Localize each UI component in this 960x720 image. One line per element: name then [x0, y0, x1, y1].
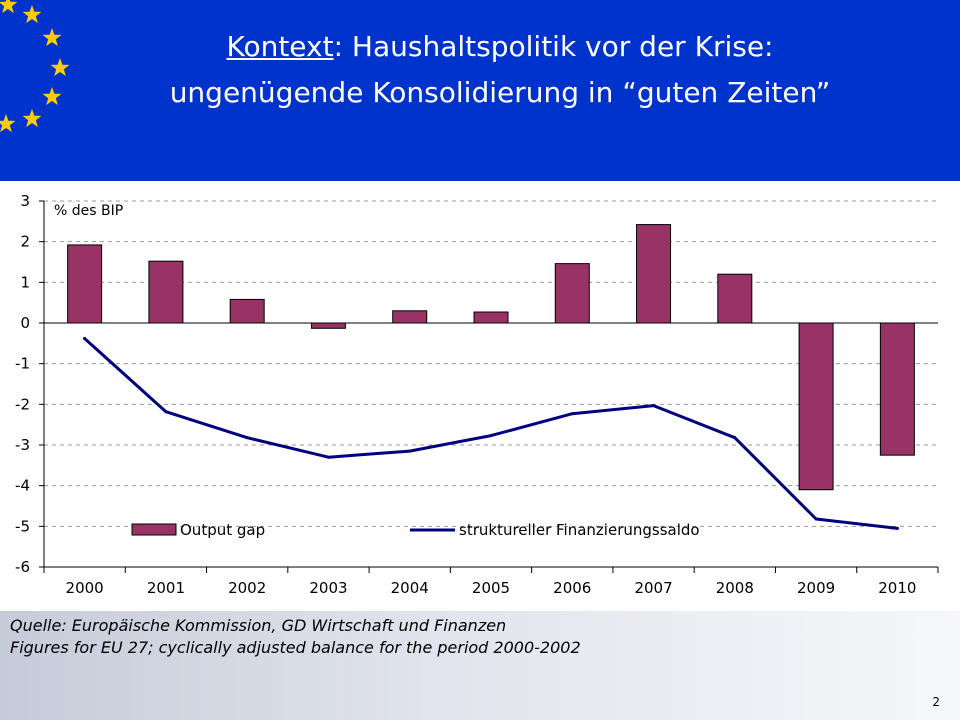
y-tick-label: 0	[20, 314, 30, 332]
bar-output-gap-2002	[229, 298, 265, 324]
legend-label-structural-balance: struktureller Finanzierungssaldo	[459, 521, 700, 539]
source-line-1: Quelle: Europäische Kommission, GD Wirts…	[10, 616, 507, 635]
eu-star-icon	[42, 87, 62, 106]
y-axis-label: % des BIP	[54, 203, 123, 219]
eu-star-icon	[50, 58, 70, 77]
y-tick-label: -3	[15, 436, 30, 454]
x-tick-label: 2003	[309, 579, 347, 597]
title-lead: Kontext	[226, 30, 334, 63]
bar-output-gap-2006	[554, 263, 590, 324]
legend-label-output-gap: Output gap	[180, 521, 265, 539]
point-structural-balance-2002	[245, 436, 249, 440]
point-structural-balance-2003	[326, 455, 330, 459]
bar-output-gap-2004	[392, 310, 428, 324]
page-number: 2	[932, 695, 940, 709]
x-tick-label: 2009	[797, 579, 835, 597]
title-line-2: ungenügende Konsolidierung in “guten Zei…	[169, 76, 831, 109]
x-tick-label: 2010	[878, 579, 916, 597]
bar-output-gap-2003	[310, 322, 346, 329]
y-tick-label: -5	[15, 517, 30, 535]
point-structural-balance-2001	[164, 410, 168, 414]
eu-star-icon	[22, 5, 42, 24]
line-structural-balance	[83, 337, 899, 530]
x-tick-label: 2006	[553, 579, 591, 597]
x-tick-label: 2008	[716, 579, 754, 597]
title-rest: : Haushaltspolitik vor der Krise:	[333, 30, 774, 63]
title-line-1: Kontext: Haushaltspolitik vor der Krise:	[80, 24, 920, 70]
bar-output-gap-2008	[717, 273, 753, 324]
title-banner: Kontext: Haushaltspolitik vor der Krise:…	[0, 0, 960, 181]
y-tick-label: 1	[20, 273, 30, 291]
y-tick-label: -4	[15, 477, 30, 495]
point-structural-balance-2006	[570, 412, 574, 416]
eu-star-icon	[42, 28, 62, 47]
x-tick-label: 2007	[634, 579, 672, 597]
output-gap-chart: 3 2 1 0 -1 -2 -3 -4 -5 -6 2000 2001 2002 2003 2004 200…	[15, 192, 939, 597]
eu-star-icon	[22, 109, 42, 128]
x-tick-label: 2001	[147, 579, 185, 597]
source-line-2: Figures for EU 27; cyclically adjusted b…	[10, 638, 581, 657]
y-tick-label: -6	[15, 558, 30, 576]
bar-output-gap-2007	[636, 224, 672, 324]
y-tick-label: 2	[20, 233, 30, 251]
bar-output-gap-2001	[148, 260, 184, 324]
eu-stars	[0, 0, 70, 133]
chart-area: 3 2 1 0 -1 -2 -3 -4 -5 -6 2000 2001 2002 2003 2004 200…	[0, 181, 960, 611]
bar-output-gap-2010	[879, 322, 915, 456]
x-tick-label: 2005	[472, 579, 510, 597]
slide-title: Kontext: Haushaltspolitik vor der Krise:…	[80, 24, 920, 116]
y-tick-label: 3	[20, 192, 30, 210]
bar-output-gap-2009	[798, 322, 834, 491]
y-tick-label: -1	[15, 355, 30, 373]
legend-swatch-output-gap	[131, 523, 177, 536]
eu-star-icon	[0, 0, 18, 14]
eu-star-icon	[0, 114, 16, 133]
point-structural-balance-2009	[814, 517, 818, 521]
x-tick-label: 2004	[391, 579, 429, 597]
x-tick-label: 2002	[228, 579, 266, 597]
legend: Output gap struktureller Finanzierungssa…	[131, 521, 700, 539]
point-structural-balance-2000	[83, 336, 87, 340]
point-structural-balance-2010	[895, 526, 899, 530]
source-note: Quelle: Europäische Kommission, GD Wirts…	[10, 615, 950, 659]
bar-output-gap-2000	[67, 244, 103, 324]
point-structural-balance-2004	[408, 449, 412, 453]
point-structural-balance-2005	[489, 434, 493, 438]
point-structural-balance-2007	[652, 404, 656, 408]
point-structural-balance-2008	[733, 436, 737, 440]
x-tick-label: 2000	[66, 579, 104, 597]
y-tick-label: -2	[15, 395, 30, 413]
bar-output-gap-2005	[473, 311, 509, 324]
